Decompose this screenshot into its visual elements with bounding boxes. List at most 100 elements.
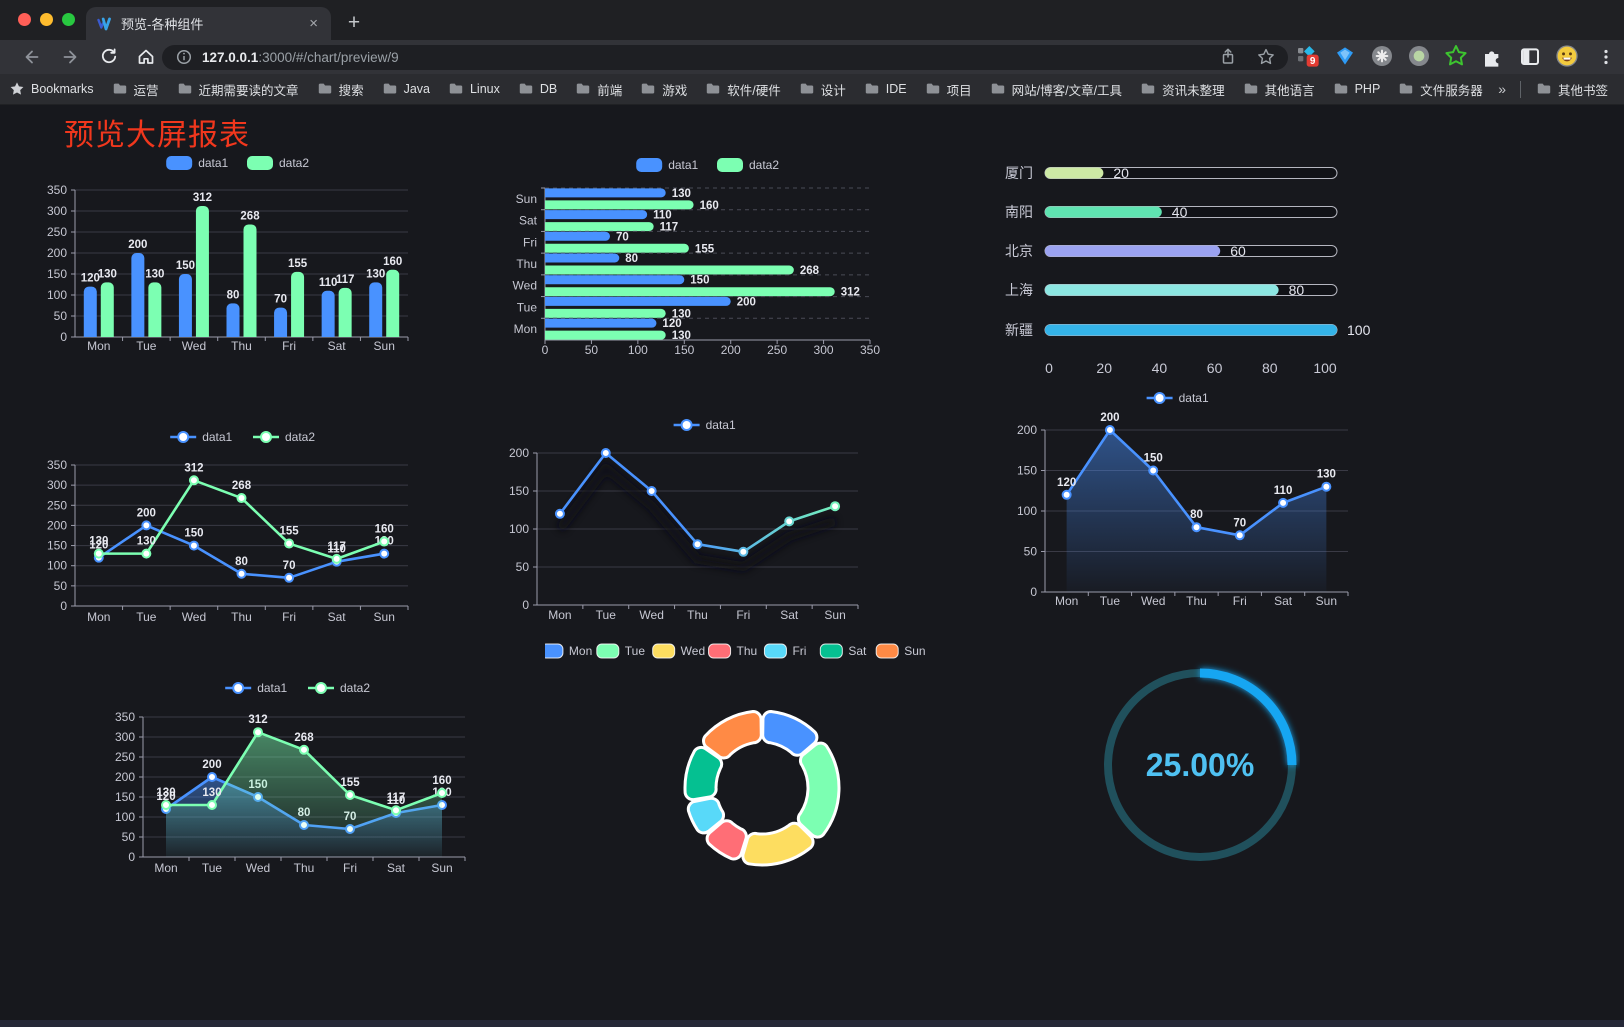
tab-close-icon[interactable]: × — [309, 15, 318, 32]
area-line-chart[interactable]: data1 0 50 100 150 200 Mon Tue Wed Thu Fri Sat Sun 12… — [985, 383, 1352, 611]
bookmarks-overflow-chevron[interactable]: » — [1498, 81, 1506, 97]
svg-text:120: 120 — [156, 791, 175, 803]
svg-text:Fri: Fri — [792, 644, 806, 658]
asterisk-circle-icon[interactable] — [1370, 44, 1394, 68]
tab-strip: 预览-各种组件 × + — [0, 0, 1624, 40]
bookmark-folder-label: 资讯未整理 — [1162, 83, 1225, 98]
svg-text:150: 150 — [47, 539, 67, 553]
svg-text:100: 100 — [47, 559, 67, 573]
bookmark-folder[interactable]: Linux — [439, 80, 509, 99]
close-window-button[interactable] — [18, 13, 31, 26]
folder-icon — [318, 83, 331, 94]
svg-text:150: 150 — [1144, 453, 1163, 465]
green-star-icon[interactable] — [1444, 44, 1468, 68]
svg-text:312: 312 — [193, 192, 212, 204]
svg-text:200: 200 — [509, 446, 529, 460]
horizontal-bar-chart[interactable]: data1 data2 0 50 100 150 200 250 300 350 Sun 130 160… — [500, 150, 890, 365]
svg-text:130: 130 — [366, 268, 385, 280]
svg-text:0: 0 — [128, 850, 135, 864]
minimize-window-button[interactable] — [40, 13, 53, 26]
bookmark-folder[interactable]: 游戏 — [631, 80, 696, 99]
svg-text:Mon: Mon — [87, 339, 110, 353]
multi-line-chart[interactable]: data1 data2 0 50 100 150 200 250 300 350 Mon Tue Wed… — [40, 423, 420, 635]
split-screen-icon[interactable] — [1518, 44, 1542, 68]
menu-kebab-icon[interactable] — [1596, 47, 1616, 67]
svg-text:Mon: Mon — [548, 608, 571, 622]
bookmark-folder-label: 软件/硬件 — [727, 83, 781, 98]
svg-text:Sun: Sun — [431, 861, 452, 875]
browser-toolbar: 127.0.0.1:3000/#/chart/preview/9 9 — [0, 40, 1624, 74]
folder-icon — [1141, 83, 1155, 94]
svg-text:Sat: Sat — [780, 608, 799, 622]
bookmark-folder[interactable]: 软件/硬件 — [696, 80, 789, 99]
bookmark-folder[interactable]: Java — [373, 80, 439, 99]
svg-text:0: 0 — [60, 599, 67, 613]
back-icon[interactable] — [22, 47, 42, 67]
svg-text:150: 150 — [690, 275, 709, 287]
puzzle-icon[interactable] — [1481, 44, 1505, 68]
bookmark-folder[interactable]: 其他语言 — [1234, 80, 1324, 99]
svg-text:70: 70 — [283, 560, 296, 572]
svg-text:80: 80 — [1262, 360, 1278, 376]
bookmark-folder[interactable]: 运营 — [103, 80, 168, 99]
page-title: 预览大屏报表 — [64, 119, 250, 152]
site-info-icon[interactable] — [174, 47, 194, 67]
bookmark-folder-label: 运营 — [133, 83, 159, 98]
svg-text:Thu: Thu — [294, 861, 315, 875]
url-path: :3000/#/chart/preview/9 — [258, 49, 399, 65]
svg-text:Wed: Wed — [182, 610, 206, 624]
svg-text:110: 110 — [387, 795, 406, 807]
svg-text:200: 200 — [137, 507, 156, 519]
address-bar[interactable]: 127.0.0.1:3000/#/chart/preview/9 — [162, 44, 1288, 70]
bookmark-folder-label: IDE — [885, 82, 907, 96]
reload-icon[interactable] — [99, 47, 119, 67]
record-circle-icon[interactable] — [1407, 44, 1431, 68]
url-host: 127.0.0.1 — [202, 49, 259, 65]
svg-text:厦门: 厦门 — [1005, 165, 1033, 181]
home-icon[interactable] — [136, 47, 156, 67]
gem-icon[interactable] — [1333, 44, 1357, 68]
other-bookmarks[interactable]: 其他书签 — [1527, 80, 1624, 99]
svg-text:80: 80 — [227, 289, 240, 301]
emoji-icon[interactable] — [1555, 44, 1579, 68]
bookmark-folder[interactable]: 文件服务器 — [1389, 80, 1490, 99]
bookmark-star-icon[interactable] — [1256, 47, 1276, 67]
bookmark-folder[interactable]: 项目 — [916, 80, 981, 99]
bookmark-folder[interactable]: DB — [509, 80, 566, 99]
new-tab-button[interactable]: + — [347, 11, 361, 34]
gradient-line-chart[interactable]: data1 0 50 100 150 200 Mon Tue Wed Thu Fri Sat Sun — [495, 410, 870, 625]
url-text: 127.0.0.1:3000/#/chart/preview/9 — [202, 50, 399, 65]
svg-text:200: 200 — [202, 759, 221, 771]
folder-icon — [1244, 83, 1257, 94]
bookmark-folder[interactable]: PHP — [1324, 80, 1390, 99]
folder-icon — [1334, 83, 1347, 94]
footer-strip — [0, 1020, 1624, 1027]
bookmark-folder[interactable]: 资讯未整理 — [1131, 80, 1234, 99]
bookmark-folder-label: 文件服务器 — [1420, 83, 1483, 98]
fullscreen-window-button[interactable] — [62, 13, 75, 26]
bookmark-folder-label: 网站/博客/文章/工具 — [1011, 83, 1123, 98]
donut-chart[interactable]: Mon Tue Wed Thu Fri Sat Sun — [540, 636, 965, 871]
forward-icon[interactable] — [60, 47, 80, 67]
progress-bar-chart[interactable]: 厦门 20 南阳 40 北京 60 上海 80 新疆 100 0 20 40 60 80 100 — [985, 152, 1377, 380]
bookmark-folder[interactable]: 前端 — [566, 80, 631, 99]
bookmark-folder[interactable]: 近期需要读的文章 — [168, 80, 308, 99]
bookmark-folder[interactable]: 网站/博客/文章/工具 — [981, 80, 1131, 99]
browser-tab[interactable]: 预览-各种组件 × — [86, 7, 331, 40]
extensions-area: 9 — [1296, 44, 1579, 68]
grouped-bar-chart[interactable]: data1 data2 0 50 100 150 200 250 300 350 Mon Tue Wed… — [40, 150, 420, 362]
bookmark-folder-label: DB — [539, 82, 558, 96]
bookmark-folder[interactable]: 设计 — [790, 80, 855, 99]
svg-text:200: 200 — [737, 296, 756, 308]
two-series-area-chart[interactable]: data1 data2 0 50 100 150 200 250 300 350 Mon Tue Wed… — [95, 672, 475, 887]
bookmark-folder[interactable]: IDE — [855, 80, 916, 99]
svg-text:Wed: Wed — [639, 608, 663, 622]
svg-text:350: 350 — [115, 710, 135, 724]
gauge-chart[interactable]: 25.00% — [1100, 660, 1300, 865]
svg-text:155: 155 — [340, 777, 360, 789]
pinned-apps-icon[interactable]: 9 — [1296, 44, 1320, 68]
svg-text:上海: 上海 — [1005, 282, 1033, 298]
bookmark-folder[interactable]: 搜索 — [308, 80, 373, 99]
share-icon[interactable] — [1218, 47, 1238, 67]
bookmarks-root[interactable]: Bookmarks — [0, 81, 103, 97]
